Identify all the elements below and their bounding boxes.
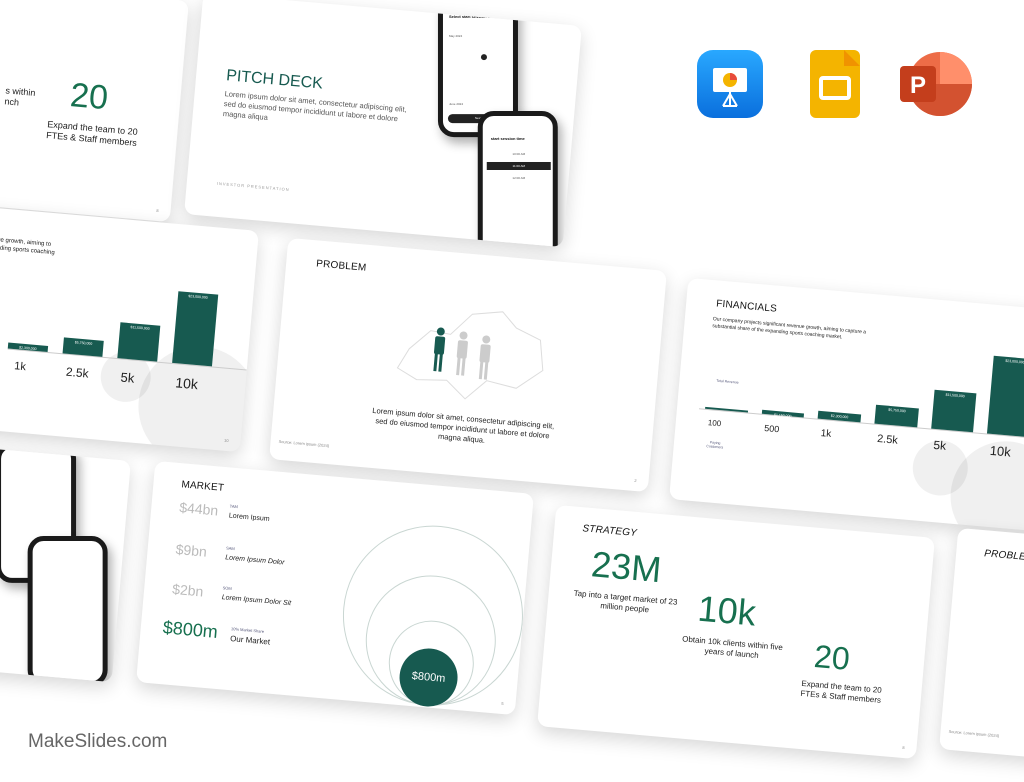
bar: $11,500,000 [117,322,160,361]
person-icon [478,335,492,380]
source-note: Source: Lorem ipsum (2024) [948,729,999,738]
stat-caption: Expand the team to 20 FTEs & Staff membe… [790,678,891,707]
slide-financials-partial[interactable]: ue growth, aiming to nding sports coachi… [0,198,259,452]
time-slot[interactable]: 12:00 AM [491,176,547,180]
slide-financials[interactable]: FINANCIALS Our company projects signific… [669,278,1024,532]
bar: $5,750,000 [63,337,104,356]
bar: $2,300,000 [8,343,48,352]
market-tag: SAM [226,545,235,551]
slide-market[interactable]: MARKET $44bn TAM Lorem Ipsum $9bn SAM Lo… [136,461,534,715]
time-heading: start session time [491,136,525,141]
slide-strategy-partial[interactable]: k s within nch 20 Expand the team to 20 … [0,0,189,222]
bar-label: $23,000,000 [178,291,218,300]
slide-pitch-deck[interactable]: PITCH DECK Lorem ipsum dolor sit amet, c… [184,0,582,247]
market-label: Lorem Ipsum [229,512,270,523]
slide-problem-partial[interactable]: PROBLEM Source: Lorem ipsum (2024) [939,528,1024,782]
page-number: 10 [224,438,229,443]
bar-label: $23,000,000 [994,356,1024,366]
customer-label: 5k [933,438,947,453]
customer-label: 1k [820,428,831,440]
page-number: 5 [501,701,504,706]
slide-footer: INVESTOR PRESENTATION [217,181,290,192]
bar: $23,000,000 [172,291,218,366]
revenue-bar: $1,150,000 [761,410,804,418]
time-slot[interactable]: 10:00 AM [491,152,547,156]
revenue-bar: $2,300,000 [818,411,861,422]
market-value-tam: $44bn [179,499,219,518]
slide-title: MARKET [181,479,225,494]
source-note: Source: Lorem ipsum (2024) [278,439,329,448]
market-label: Our Market [230,634,271,646]
phone-mockup-time [28,536,108,682]
customer-label: 2.5k [877,433,899,447]
stat-caption: Obtain 10k clients within five years of … [679,634,785,663]
bar-label: $2,300,000 [818,411,861,421]
people-icons [427,326,501,382]
customer-label: 100 [707,418,721,428]
stat-value: 23M [590,543,663,591]
slide-title: FINANCIALS [716,298,778,314]
slide-problem[interactable]: PROBLEM Lorem ipsum dolor sit amet, cons… [269,238,667,492]
slide-body: Lorem ipsum dolor sit amet, consectetur … [222,89,409,135]
customer-label: 5k [120,370,135,386]
customers-axis-label: Paying Customers [702,440,729,450]
bar-label: $2,300,000 [8,343,48,352]
slide-subtitle: ue growth, aiming to nding sports coachi… [0,236,56,257]
customer-label: 1k [14,360,27,373]
slide-strategy[interactable]: STRATEGY 23M Tap into a target market of… [537,505,935,759]
bar-label: $5,750,000 [876,404,919,414]
revenue-bar: $23,000,000 [987,356,1024,437]
market-value-som: $2bn [172,581,204,600]
market-label: Lorem Ipsum Dolor Sit [221,594,291,607]
market-value-ours: $800m [162,617,219,643]
stat-value: 10k [696,588,757,635]
person-icon [455,331,469,376]
bar-label: $1,150,000 [761,410,804,420]
stat-caption: Tap into a target market of 23 million p… [569,588,680,618]
powerpoint-icon: P [900,50,972,118]
slide-phone-partial[interactable] [0,428,131,682]
stat-value: 20 [813,638,852,678]
page-number: 2 [634,478,637,483]
circle-label: $800m [411,670,446,685]
slide-title: PROBLEM [316,258,367,273]
market-tag: 10% Market Share [231,626,264,634]
bar-label [705,407,748,413]
customer-label: 10k [989,443,1011,460]
bar-label: $11,500,000 [934,390,977,400]
phone-mockup-time: start session time 10:00 AM 11:00 AM 12:… [478,111,558,247]
svg-text:P: P [910,72,926,99]
calendar-heading: Select start session date [449,14,496,19]
calendar-month: May 2024 [449,34,462,38]
stat-caption: s within nch [4,85,36,110]
selected-date-dot [481,54,487,60]
customer-label: 2.5k [65,365,89,381]
stat-caption: Expand the team to 20 FTEs & Staff membe… [41,119,143,150]
market-tag: SOM [222,585,232,591]
revenue-bar: $5,750,000 [874,404,918,427]
market-label: Lorem Ipsum Dolor [225,554,285,566]
watermark: MakeSlides.com [28,731,167,753]
revenue-bar [705,407,748,413]
market-tag: TAM [230,504,239,510]
person-icon-highlighted [432,327,446,372]
bar-label: $5,750,000 [63,337,103,346]
slide-title: STRATEGY [582,523,638,539]
page-number: 8 [902,745,905,750]
slide-title: PROBLEM [984,548,1024,563]
time-slot-selected[interactable]: 11:00 AM [487,162,551,170]
bar-label: $11,500,000 [120,322,160,331]
slide-body: Lorem ipsum dolor sit amet, consectetur … [366,406,558,452]
keynote-icon [697,50,763,118]
stat-value: 20 [69,76,110,118]
customer-label: 500 [764,423,780,434]
calendar-month: June 2024 [449,102,463,106]
google-slides-icon [810,50,860,118]
bar-chart: $2,300,000 $5,750,000 $11,500,000 $23,00… [8,270,254,371]
customer-label: 10k [175,374,199,392]
revenue-bar: $11,500,000 [931,390,977,433]
page-number: 8 [156,208,159,213]
market-value-sam: $9bn [175,541,207,560]
